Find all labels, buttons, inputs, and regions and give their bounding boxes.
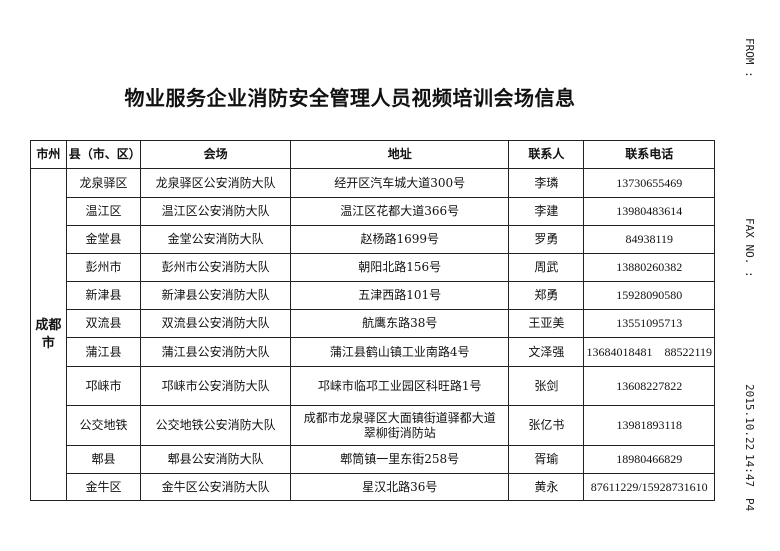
phone-cell: 13880260382	[583, 253, 715, 282]
table-row: 彭州市 彭州市公安消防大队 朝阳北路156号 周武 13880260382	[31, 253, 715, 282]
county-cell: 公交地铁	[65, 405, 142, 446]
phone-cell: 87611229/15928731610	[583, 473, 715, 501]
address-cell: 经开区汽车城大道300号	[290, 168, 510, 198]
address-cell: 朝阳北路156号	[290, 253, 510, 282]
table-row: 新津县 新津县公安消防大队 五津西路101号 郑勇 15928090580	[31, 281, 715, 310]
phone-cell: 13551095713	[583, 309, 715, 338]
table-row: 温江区 温江区公安消防大队 温江区花都大道366号 李建 13980483614	[31, 197, 715, 226]
phone-cell: 84938119	[583, 225, 715, 254]
county-cell: 蒲江县	[65, 337, 142, 367]
county-cell: 邛崃市	[65, 366, 142, 406]
address-cell: 蒲江县鹤山镇工业南路4号	[290, 337, 510, 367]
fax-number-label: FAX NO. :	[743, 218, 756, 278]
address-cell: 成都市龙泉驿区大面镇街道驿都大道翠柳街消防站	[290, 405, 510, 446]
header-phone: 联系电话	[583, 140, 715, 169]
fax-page: P4	[743, 498, 756, 512]
contact-cell: 胥瑜	[508, 445, 585, 474]
venue-cell: 龙泉驿区公安消防大队	[140, 168, 292, 198]
page-title: 物业服务企业消防安全管理人员视频培训会场信息	[124, 86, 576, 110]
phone-cell: 13980483614	[583, 197, 715, 226]
county-cell: 双流县	[65, 309, 142, 338]
table-row: 郫县 郫县公安消防大队 郫筒镇一里东街258号 胥瑜 18980466829	[31, 445, 715, 474]
venue-cell: 蒲江县公安消防大队	[140, 337, 292, 367]
table-row: 公交地铁 公交地铁公安消防大队 成都市龙泉驿区大面镇街道驿都大道翠柳街消防站 张亿书 1…	[31, 405, 715, 446]
contact-cell: 张亿书	[508, 405, 585, 446]
contact-cell: 周武	[508, 253, 585, 282]
address-cell: 郫筒镇一里东街258号	[290, 445, 510, 474]
table-row: 蒲江县 蒲江县公安消防大队 蒲江县鹤山镇工业南路4号 文泽强 13684018481 8…	[31, 337, 715, 367]
phone-cell: 13684018481 88522119	[583, 337, 715, 367]
contact-cell: 王亚美	[508, 309, 585, 338]
venue-cell: 金牛区公安消防大队	[140, 473, 292, 501]
contact-cell: 罗勇	[508, 225, 585, 254]
address-cell: 赵杨路1699号	[290, 225, 510, 254]
contact-cell: 郑勇	[508, 281, 585, 310]
fax-date: 2015.10.22	[743, 384, 756, 451]
phone-cell: 13981893118	[583, 405, 715, 446]
header-city: 市州	[30, 140, 67, 169]
county-cell: 彭州市	[65, 253, 142, 282]
fax-from-label: FROM :	[743, 38, 756, 78]
venue-cell: 温江区公安消防大队	[140, 197, 292, 226]
phone-cell: 13608227822	[583, 366, 715, 406]
contact-cell: 张剑	[508, 366, 585, 406]
header-county: 县（市、区）	[65, 140, 142, 169]
header-contact: 联系人	[508, 140, 585, 169]
venue-cell: 邛崃市公安消防大队	[140, 366, 292, 406]
county-cell: 龙泉驿区	[65, 168, 142, 198]
table-row: 成都市 龙泉驿区 龙泉驿区公安消防大队 经开区汽车城大道300号 李璘 137306554…	[30, 168, 715, 501]
venue-cell: 双流县公安消防大队	[140, 309, 292, 338]
address-cell: 星汉北路36号	[290, 473, 510, 501]
table-row: 邛崃市 邛崃市公安消防大队 邛崃市临邛工业园区科旺路1号 张剑 13608227822	[31, 366, 715, 406]
contact-cell: 黄永	[508, 473, 585, 501]
fax-time: 14:47	[743, 454, 756, 488]
contact-cell: 李璘	[508, 168, 585, 198]
venue-cell: 郫县公安消防大队	[140, 445, 292, 474]
county-cell: 温江区	[65, 197, 142, 226]
address-cell: 邛崃市临邛工业园区科旺路1号	[290, 366, 510, 406]
phone-cell: 18980466829	[583, 445, 715, 474]
county-cell: 金牛区	[65, 473, 142, 501]
address-cell: 五津西路101号	[290, 281, 510, 310]
venue-cell: 新津县公安消防大队	[140, 281, 292, 310]
phone-cell: 13730655469	[583, 168, 715, 198]
venue-cell: 彭州市公安消防大队	[140, 253, 292, 282]
table-row: 双流县 双流县公安消防大队 航鹰东路38号 王亚美 13551095713	[31, 309, 715, 338]
venue-cell: 金堂公安消防大队	[140, 225, 292, 254]
address-cell: 温江区花都大道366号	[290, 197, 510, 226]
table-row: 金牛区 金牛区公安消防大队 星汉北路36号 黄永 87611229/1592873161…	[31, 473, 715, 501]
header-address: 地址	[290, 140, 510, 169]
phone-cell: 15928090580	[583, 281, 715, 310]
county-cell: 新津县	[65, 281, 142, 310]
venue-table: 市州 县（市、区） 会场 地址 联系人 联系电话 成都市 龙泉驿区 龙泉驿区公安消防…	[30, 140, 715, 501]
contact-cell: 李建	[508, 197, 585, 226]
city-cell: 成都市	[30, 168, 67, 501]
venue-cell: 公交地铁公安消防大队	[140, 405, 292, 446]
table-header-row: 市州 县（市、区） 会场 地址 联系人 联系电话	[30, 140, 715, 169]
county-cell: 郫县	[65, 445, 142, 474]
header-venue: 会场	[140, 140, 292, 169]
contact-cell: 文泽强	[508, 337, 585, 367]
table-row: 金堂县 金堂公安消防大队 赵杨路1699号 罗勇 84938119	[31, 225, 715, 254]
county-cell: 金堂县	[65, 225, 142, 254]
address-cell: 航鹰东路38号	[290, 309, 510, 338]
